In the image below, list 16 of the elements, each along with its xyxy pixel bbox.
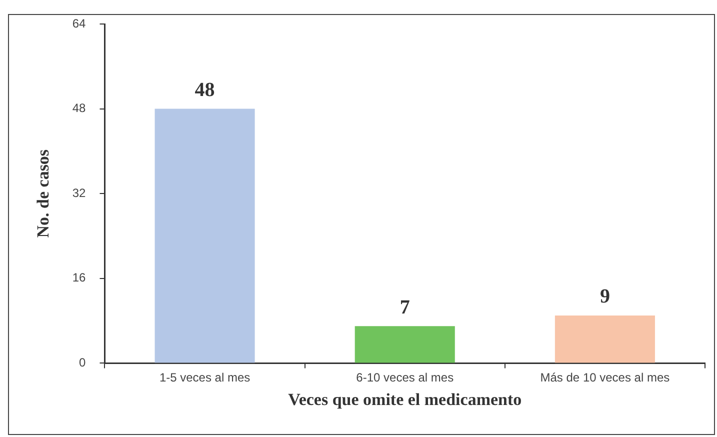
bar [154, 108, 255, 363]
x-tick-label: 6-10 veces al mes [356, 370, 454, 385]
x-tick-label: 1-5 veces al mes [159, 370, 250, 385]
data-label: 9 [600, 286, 610, 308]
y-tick-label: 32 [72, 186, 86, 200]
x-tick-label: Más de 10 veces al mes [540, 370, 670, 385]
bar [554, 316, 655, 363]
y-tick-label: 64 [72, 16, 86, 30]
data-label: 7 [400, 296, 410, 318]
y-axis-title: No. de casos [34, 149, 53, 238]
data-label: 48 [194, 78, 215, 101]
x-axis-title: Veces que omite el medicamento [288, 390, 522, 410]
bar [354, 326, 455, 363]
y-tick-label: 0 [79, 356, 86, 370]
y-tick-label: 48 [72, 101, 86, 116]
y-tick-label: 16 [72, 270, 86, 285]
